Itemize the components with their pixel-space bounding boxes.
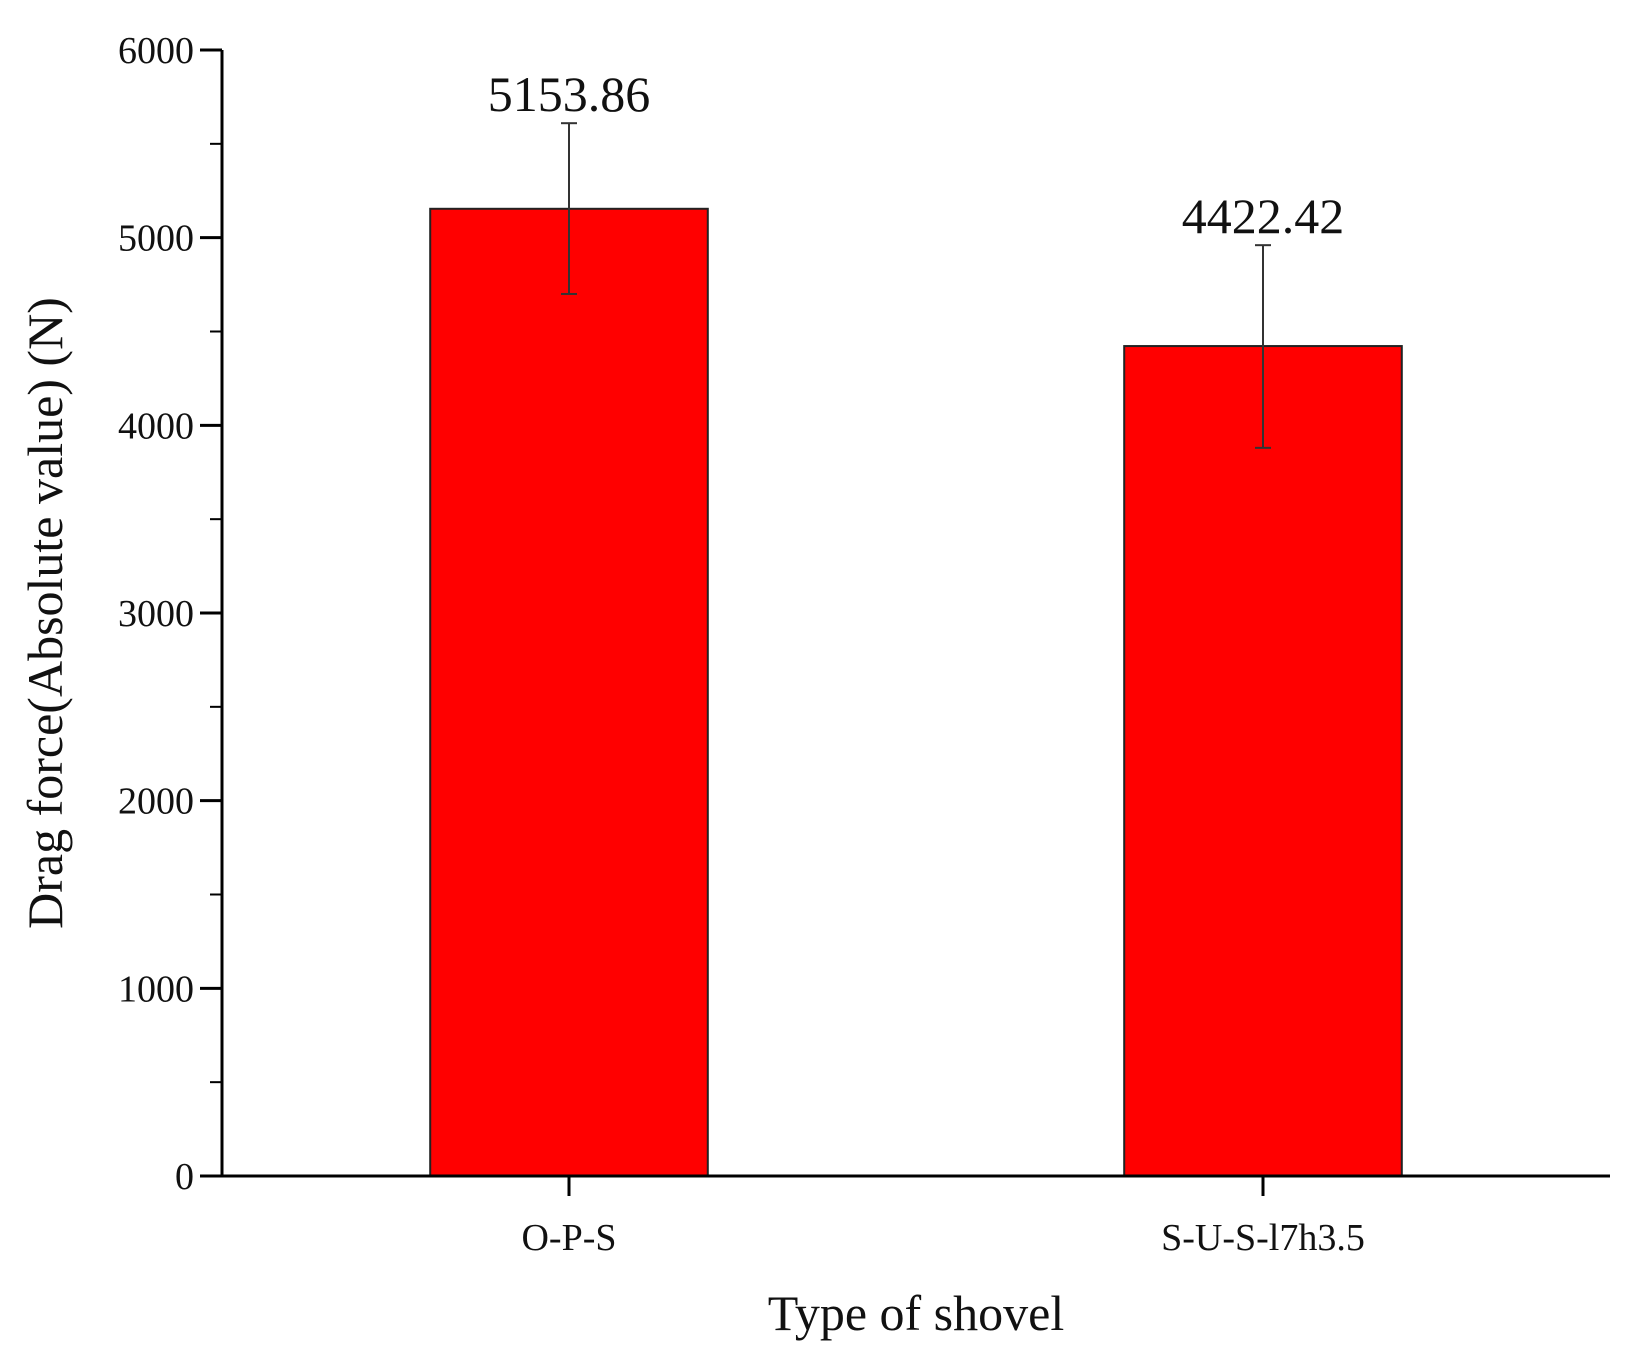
y-tick-label-0: 0 <box>175 1156 194 1198</box>
y-axis-title: Drag force(Absolute value) (N) <box>17 297 73 929</box>
data-labels: 5153.86 4422.42 <box>488 66 1345 244</box>
bars-layer <box>429 207 1403 1177</box>
x-tick-label-1: S-U-S-l7h3.5 <box>1161 1217 1365 1259</box>
bar-0 <box>429 207 709 1177</box>
y-tick-label-4000: 4000 <box>118 405 194 447</box>
data-label-0: 5153.86 <box>488 66 651 122</box>
data-label-1: 4422.42 <box>1182 188 1345 244</box>
y-tick-label-2000: 2000 <box>118 781 194 823</box>
y-tick-label-3000: 3000 <box>118 593 194 635</box>
x-tick-label-0: O-P-S <box>521 1217 616 1259</box>
y-ticks: 0 1000 2000 3000 4000 5000 6000 <box>118 30 222 1198</box>
y-tick-label-6000: 6000 <box>118 30 194 72</box>
y-tick-label-5000: 5000 <box>118 218 194 260</box>
error-bars-layer <box>561 122 1271 449</box>
y-tick-label-1000: 1000 <box>118 968 194 1010</box>
bar-1 <box>1123 345 1403 1177</box>
x-axis-title: Type of shovel <box>768 1285 1064 1341</box>
x-ticks: O-P-S S-U-S-l7h3.5 <box>521 1176 1365 1259</box>
